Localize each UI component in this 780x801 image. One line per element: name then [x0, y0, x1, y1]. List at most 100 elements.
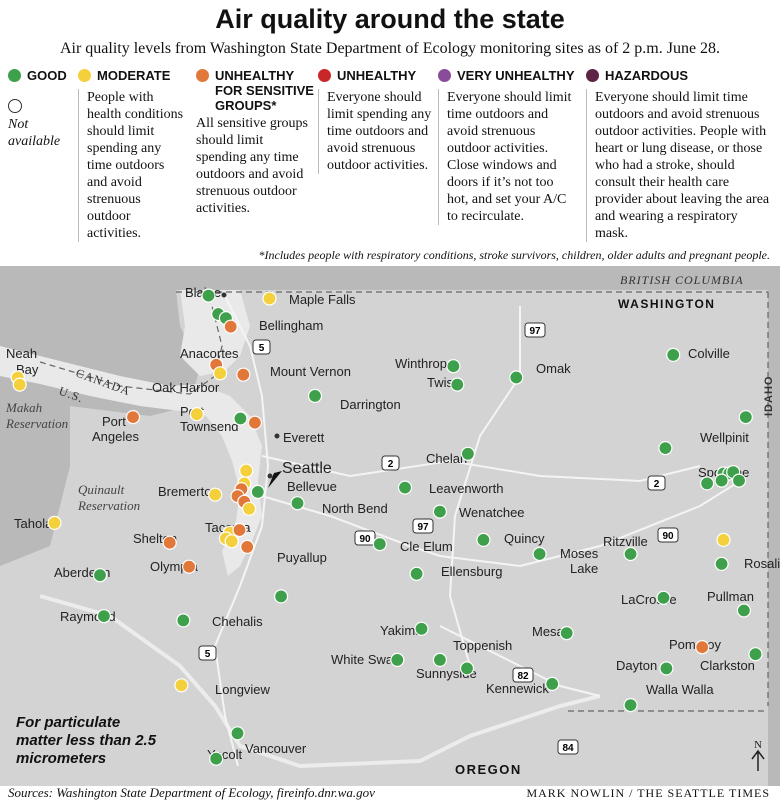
city-label-quincy: Quincy	[504, 531, 545, 546]
site-dot-good	[409, 566, 424, 581]
site-dot-good	[397, 480, 413, 495]
shield-5-north-text: 5	[259, 343, 265, 354]
legend: GOOD Not available MODERATE People with …	[0, 68, 780, 263]
site-dot-good	[446, 359, 461, 374]
shield-84-text: 84	[562, 743, 574, 754]
city-label-clarkston: Clarkston	[700, 658, 755, 673]
credit: MARK NOWLIN / THE SEATTLE TIMES	[526, 786, 770, 800]
blaine-ref-dot	[221, 292, 227, 298]
good-dot	[8, 69, 21, 82]
legend-unhealthy-desc: Everyone should limit spending any time …	[318, 89, 434, 174]
site-dot-usg	[240, 539, 255, 554]
hazardous-dot	[586, 69, 599, 82]
legend-usg-desc: All sensitive groups should limit spendi…	[196, 116, 308, 216]
site-dot-good	[545, 676, 560, 691]
shield-97-central: 97	[412, 518, 434, 534]
legend-usg-label-3: GROUPS*	[215, 98, 277, 113]
site-dot-good	[92, 568, 108, 583]
city-label-colville: Colville	[688, 346, 730, 361]
label-quinault-1: Quinault	[78, 482, 125, 497]
city-label-white-swan: White Swan	[331, 652, 400, 667]
city-label-chelan: Chelan	[426, 451, 467, 466]
site-dot-good	[432, 504, 447, 519]
label-quinault-2: Reservation	[77, 498, 140, 513]
site-dot-good	[390, 652, 405, 667]
shield-82: 82	[512, 667, 534, 683]
city-label-mesa: Mesa	[532, 624, 565, 639]
city-label-anacortes: Anacortes	[180, 346, 239, 361]
site-dot-moderate	[12, 377, 27, 392]
columbia-river	[39, 594, 601, 769]
city-label-ellensburg: Ellensburg	[441, 564, 502, 579]
site-dot-usg	[695, 640, 710, 655]
legend-usg: UNHEALTHY FOR SENSITIVE GROUPS* All sensit…	[196, 68, 314, 217]
site-dot-moderate	[224, 534, 239, 549]
site-dot-good	[559, 626, 574, 641]
shield-82-text: 82	[517, 671, 529, 682]
shield-90-east-text: 90	[662, 531, 674, 542]
label-washington: WASHINGTON	[618, 297, 715, 311]
site-dot-good	[738, 410, 753, 425]
shield-97-central-text: 97	[417, 522, 429, 533]
site-dot-good	[532, 546, 547, 562]
city-label-everett: Everett	[283, 430, 325, 445]
legend-not-available: Not available	[8, 117, 61, 149]
legend-unhealthy: UNHEALTHY Everyone should limit spending…	[318, 68, 434, 174]
site-dot-good	[209, 751, 224, 766]
site-dot-good	[233, 411, 248, 426]
label-quinault: Quinault Reservation	[77, 482, 140, 513]
site-dot-good	[372, 537, 387, 552]
shield-90-west-text: 90	[359, 534, 371, 545]
legend-very-unhealthy-label: VERY UNHEALTHY	[457, 68, 575, 83]
shield-5-north: 5	[252, 339, 271, 355]
site-dot-good	[450, 377, 465, 392]
shield-2-west: 2	[381, 455, 400, 471]
label-british-columbia: BRITISH COLUMBIA	[620, 273, 744, 287]
site-dot-good	[459, 661, 475, 676]
site-dot-good	[658, 441, 673, 456]
legend-very-unhealthy-desc: Everyone should limit time outdoors and …	[438, 89, 578, 225]
city-label-toppenish: Toppenish	[453, 638, 512, 653]
city-label-kennewick: Kennewick	[486, 681, 549, 696]
shield-5-south: 5	[198, 645, 217, 661]
site-dot-good	[731, 473, 747, 488]
legend-very-unhealthy: VERY UNHEALTHY Everyone should limit tim…	[438, 68, 578, 225]
city-label-ritzville: Ritzville	[603, 534, 648, 549]
shield-90-west: 90	[354, 530, 376, 546]
shield-90-east: 90	[657, 527, 679, 543]
city-label-bremerton: Bremerton	[158, 484, 219, 499]
compass-label: N	[754, 739, 762, 751]
monitoring-sites	[10, 288, 763, 766]
city-label-seattle: Seattle	[282, 460, 332, 477]
strait-border	[39, 305, 223, 395]
site-dot-moderate	[208, 487, 223, 502]
site-dot-good	[96, 609, 112, 624]
city-label-cle-elum: Cle Elum	[400, 539, 453, 554]
city-label-winthrop: Winthrop	[395, 356, 447, 371]
site-dot-moderate	[174, 678, 189, 693]
map-note: For particulate matter less than 2.5 mic…	[16, 714, 157, 767]
site-dot-good	[432, 652, 447, 667]
city-label-rosalia: Rosalia	[744, 556, 780, 571]
site-dot-good	[250, 484, 265, 499]
city-label-chehalis: Chehalis	[212, 614, 263, 629]
site-dot-good	[656, 590, 671, 605]
site-dot-good	[699, 476, 715, 491]
site-dot-good	[230, 726, 245, 741]
not-available-dot	[8, 99, 22, 113]
site-dot-moderate	[47, 515, 62, 530]
site-dot-usg	[236, 367, 251, 382]
city-label-maple-falls: Maple Falls	[289, 292, 356, 307]
city-label-leavenworth: Leavenworth	[429, 481, 503, 496]
legend-moderate: MODERATE People with health conditions s…	[78, 68, 186, 242]
city-label-wellpinit: Wellpinit	[700, 430, 749, 445]
seattle-pointer	[268, 471, 282, 488]
moderate-dot	[78, 69, 91, 82]
site-dot-good	[736, 603, 752, 618]
site-dot-usg	[125, 410, 141, 425]
city-label-pullman: Pullman	[707, 589, 754, 604]
site-dot-good	[307, 388, 323, 403]
city-label-mount-vernon: Mount Vernon	[270, 364, 351, 379]
site-dot-usg	[182, 559, 197, 574]
label-makah: Makah Reservation	[5, 400, 68, 431]
